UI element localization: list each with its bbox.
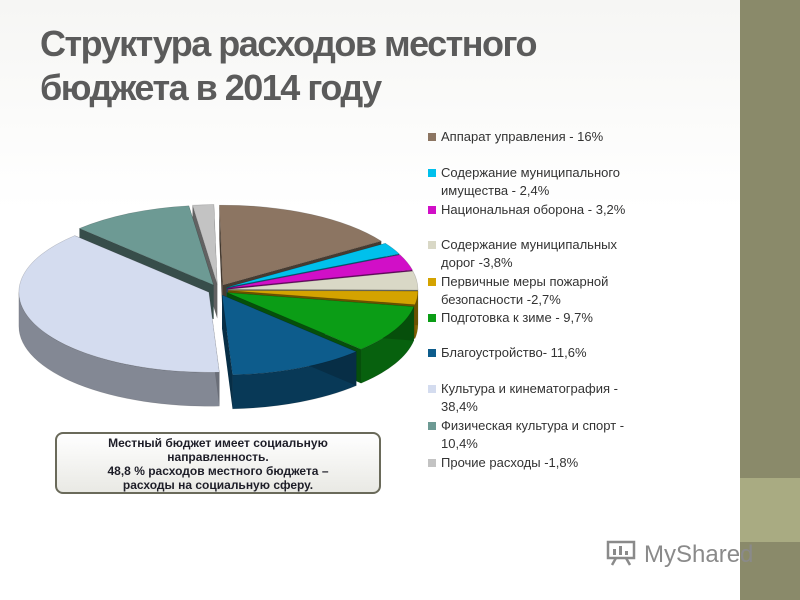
legend-swatch — [428, 459, 436, 467]
legend-label: Благоустройство- 11,6% — [441, 345, 587, 360]
legend-swatch — [428, 385, 436, 393]
legend-label: дорог -3,8% — [441, 255, 513, 270]
legend-label: Аппарат управления - 16% — [441, 129, 604, 144]
legend-label: Подготовка к зиме - 9,7% — [441, 310, 593, 325]
pie-slice-top — [227, 270, 419, 291]
legend-label: Содержание муниципальных — [441, 237, 617, 252]
legend-label: Культура и кинематография - — [441, 381, 618, 396]
legend-swatch — [428, 422, 436, 430]
legend-label: имущества - 2,4% — [441, 183, 550, 198]
legend-swatch — [428, 349, 436, 357]
watermark: MyShared — [606, 538, 776, 574]
callout-line-2: направленность. — [167, 450, 269, 464]
pie-slice-top — [226, 242, 400, 288]
legend-label: Прочие расходы -1,8% — [441, 455, 579, 470]
legend-label: Первичные меры пожарной — [441, 274, 609, 289]
pie-slice-top — [227, 290, 419, 305]
pie-slice-top — [226, 292, 415, 350]
pie-slice-top — [192, 204, 218, 285]
callout-line-4: расходы на социальную сферу. — [122, 478, 314, 492]
legend-label: 10,4% — [441, 436, 478, 451]
legend-label: Национальная оборона - 3,2% — [441, 202, 626, 217]
pie-slice — [18, 235, 220, 407]
page-title: Структура расходов местного бюджета в 20… — [40, 22, 600, 110]
legend-swatch — [428, 133, 436, 141]
callout-line-3: 48,8 % расходов местного бюджета – — [107, 464, 329, 478]
presentation-board-icon — [606, 540, 636, 566]
pie-slice-top — [219, 204, 383, 286]
side-bar-accent — [740, 478, 800, 542]
legend-label: Физическая культура и спорт - — [441, 418, 625, 433]
legend-swatch — [428, 206, 436, 214]
pie-slice-top — [78, 205, 215, 286]
pie-slice-edge — [222, 295, 233, 409]
pie-slice-top — [227, 254, 413, 289]
title-line-2: бюджета в 2014 году — [40, 67, 382, 108]
pie-slice-top — [221, 294, 358, 376]
legend-label: безопасности -2,7% — [441, 292, 561, 307]
legend-swatch — [428, 169, 436, 177]
legend-swatch — [428, 278, 436, 286]
legend-swatch — [428, 314, 436, 322]
legend-swatch — [428, 241, 436, 249]
callout-box: Местный бюджет имеет социальную направле… — [55, 432, 381, 494]
callout-line-1: Местный бюджет имеет социальную — [108, 436, 328, 450]
pie-slice — [221, 294, 358, 410]
pie-slice-edge — [219, 205, 223, 320]
legend-label: Содержание муниципального — [441, 165, 621, 180]
title-line-1: Структура расходов местного — [40, 23, 538, 64]
pie-slice-top — [18, 235, 220, 373]
watermark-text: MyShared — [644, 541, 754, 568]
legend-label: 38,4% — [441, 399, 478, 414]
pie-chart — [18, 204, 419, 410]
